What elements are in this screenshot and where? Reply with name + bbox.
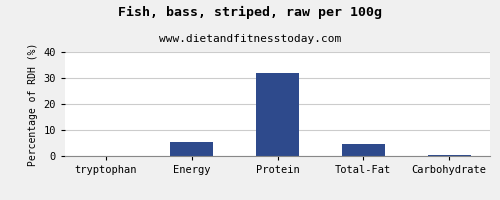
Y-axis label: Percentage of RDH (%): Percentage of RDH (%) <box>28 42 38 166</box>
Bar <box>170 142 213 156</box>
Bar <box>342 144 385 156</box>
Bar <box>428 155 470 156</box>
Text: Fish, bass, striped, raw per 100g: Fish, bass, striped, raw per 100g <box>118 6 382 19</box>
Bar <box>256 73 299 156</box>
Text: www.dietandfitnesstoday.com: www.dietandfitnesstoday.com <box>159 34 341 44</box>
